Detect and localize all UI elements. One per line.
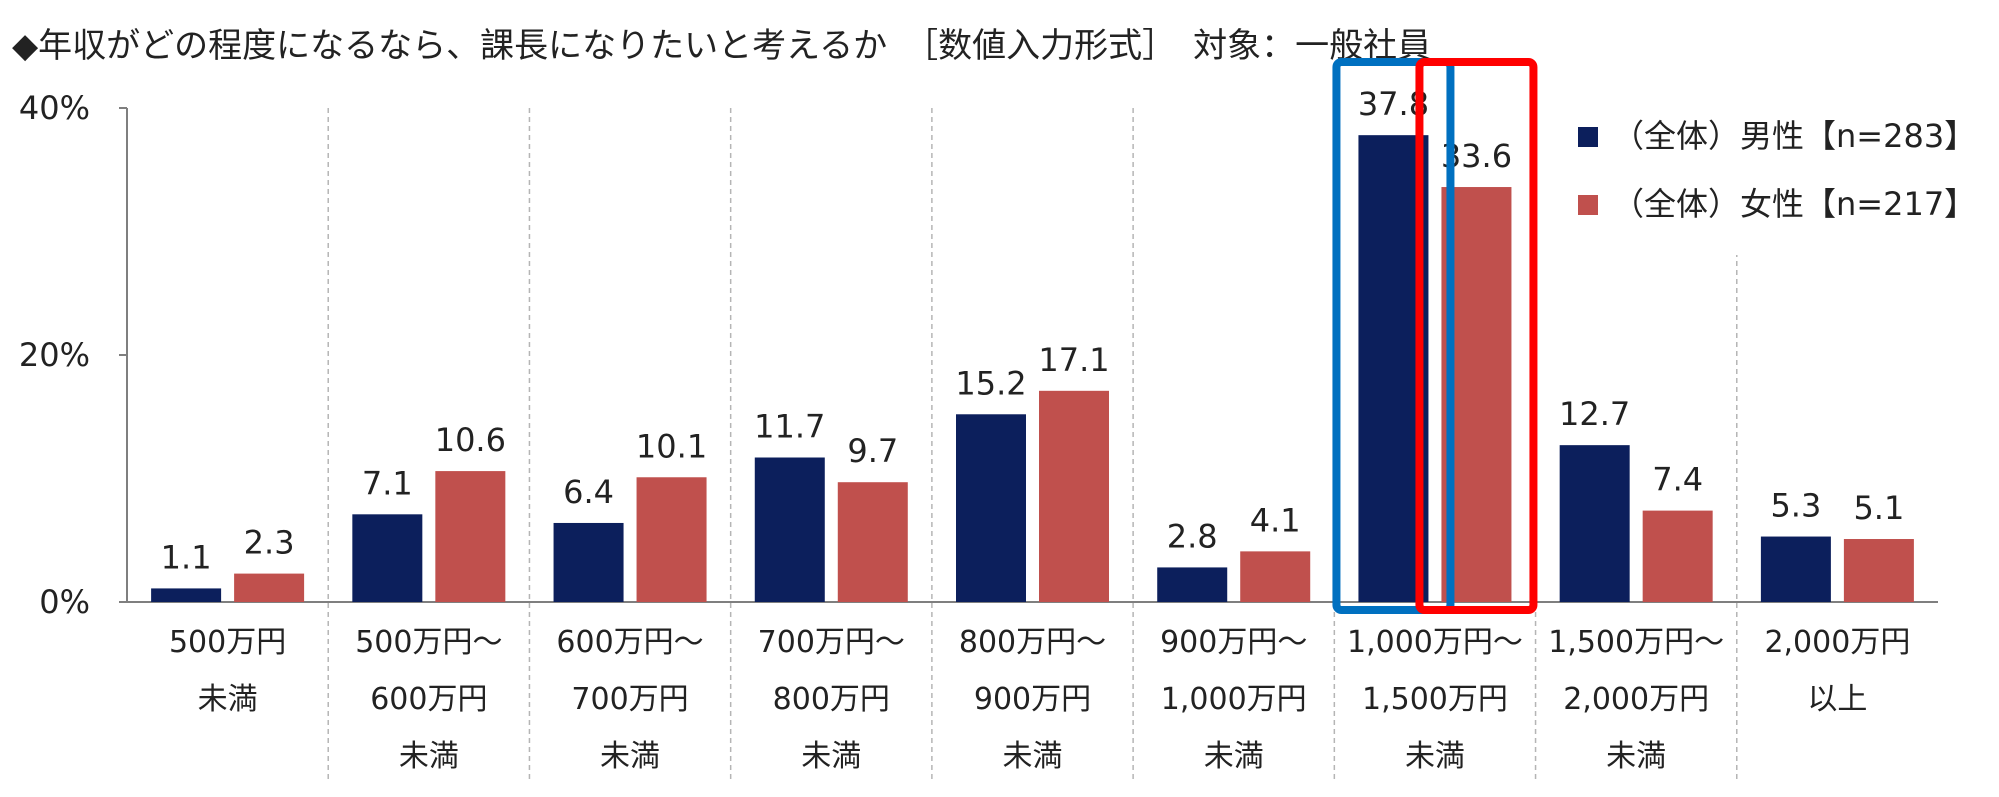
category-label-line: 2,000万円 — [1764, 625, 1910, 660]
bar-female — [234, 573, 305, 602]
highlight-boxes — [1332, 58, 1538, 614]
bar-male — [151, 588, 222, 602]
data-label: 2.3 — [244, 524, 295, 562]
category-label: 800万円～ 900万円未満 — [959, 625, 1106, 774]
data-label: 1.1 — [161, 538, 212, 576]
y-tick-label: 40% — [19, 89, 90, 127]
data-label: 10.6 — [435, 421, 506, 459]
data-labels: 1.17.1 6.411.715.22.837.812.75.32.310.6 10… — [161, 85, 1905, 576]
data-label: 15.2 — [955, 364, 1026, 402]
data-label: 17.1 — [1038, 341, 1109, 379]
bar-female — [1642, 510, 1713, 602]
category-label-line: 未満 — [1003, 739, 1063, 774]
bar-male — [1157, 567, 1228, 602]
data-label: 4.1 — [1250, 501, 1301, 539]
data-label: 6.4 — [563, 473, 614, 511]
category-label-line: 900万円 — [974, 682, 1091, 717]
legend-background — [1560, 107, 1952, 255]
data-label: 7.1 — [362, 464, 413, 502]
highlight-box — [1415, 58, 1538, 614]
category-label: 600万円～ 700万円未満 — [556, 625, 703, 774]
category-label-line: 700万円～ — [758, 625, 905, 660]
legend-swatch — [1578, 127, 1598, 147]
category-separators — [327, 108, 1738, 780]
category-label-line: 未満 — [1606, 739, 1666, 774]
category-label-line: 500万円 — [169, 625, 286, 660]
category-label-line: 2,000万円 — [1563, 682, 1709, 717]
data-label: 12.7 — [1559, 395, 1630, 433]
category-label-line: 1,500万円 — [1362, 682, 1508, 717]
category-label-line: 800万円 — [773, 682, 890, 717]
category-label-line: 以上 — [1807, 682, 1867, 717]
bar-male — [352, 514, 423, 602]
chart-title: ◆年収がどの程度になるなら、課長になりたいと考えるか ［数値入力形式］ 対象：一… — [12, 26, 1432, 66]
data-label: 2.8 — [1167, 517, 1218, 555]
category-label: 500万円未満 — [169, 625, 286, 717]
category-label-line: 未満 — [399, 739, 459, 774]
bar-male — [553, 522, 624, 602]
data-label: 9.7 — [847, 432, 898, 470]
bar-female — [1843, 539, 1914, 602]
category-label-line: 未満 — [198, 682, 258, 717]
category-label: 1,500万円～ 2,000万円未満 — [1548, 625, 1724, 774]
category-label-line: 未満 — [600, 739, 660, 774]
bar-female — [435, 471, 506, 602]
bar-male — [1760, 536, 1831, 602]
category-label-line: 600万円～ — [556, 625, 703, 660]
category-label-line: 700万円 — [571, 682, 688, 717]
category-label-line: 1,500万円～ — [1548, 625, 1724, 660]
bar-female — [837, 482, 908, 602]
category-label-line: 1,000万円～ — [1347, 625, 1523, 660]
category-label-line: 900万円～ — [1160, 625, 1307, 660]
data-label: 5.3 — [1770, 487, 1821, 525]
legend-label: （全体）女性【n=217】 — [1612, 185, 1976, 223]
data-label: 10.1 — [636, 427, 707, 465]
category-label-line: 未満 — [801, 739, 861, 774]
category-label: 900万円～ 1,000万円未満 — [1160, 625, 1307, 774]
bar-male — [956, 414, 1026, 602]
data-label: 5.1 — [1853, 489, 1904, 527]
category-label-line: 500万円～ — [355, 625, 502, 660]
y-axis-ticks: 0% 20% 40% — [19, 89, 127, 621]
bar-female — [1039, 390, 1109, 602]
bar-male — [754, 457, 825, 602]
category-label: 500万円～ 600万円未満 — [355, 625, 502, 774]
bar-female — [1240, 551, 1311, 602]
y-tick-label: 20% — [19, 336, 90, 374]
category-label-line: 1,000万円 — [1161, 682, 1307, 717]
category-label-line: 800万円～ — [959, 625, 1106, 660]
legend: （全体）男性【n=283】 （全体）女性【n=217】 — [1560, 107, 1976, 255]
category-label: 700万円～ 800万円未満 — [758, 625, 905, 774]
y-tick-label: 0% — [39, 583, 90, 621]
highlight-box — [1332, 58, 1455, 614]
category-label-line: 600万円 — [370, 682, 487, 717]
category-label: 1,000万円～ 1,500万円未満 — [1347, 625, 1523, 774]
legend-swatch — [1578, 195, 1598, 215]
bar-male — [1559, 445, 1630, 602]
category-label-line: 未満 — [1405, 739, 1465, 774]
data-label: 11.7 — [754, 408, 825, 446]
bar-female — [636, 477, 707, 602]
legend-label: （全体）男性【n=283】 — [1612, 117, 1976, 155]
data-label: 7.4 — [1652, 461, 1703, 499]
category-label: 2,000万円以上 — [1764, 625, 1910, 717]
category-label-line: 未満 — [1204, 739, 1264, 774]
